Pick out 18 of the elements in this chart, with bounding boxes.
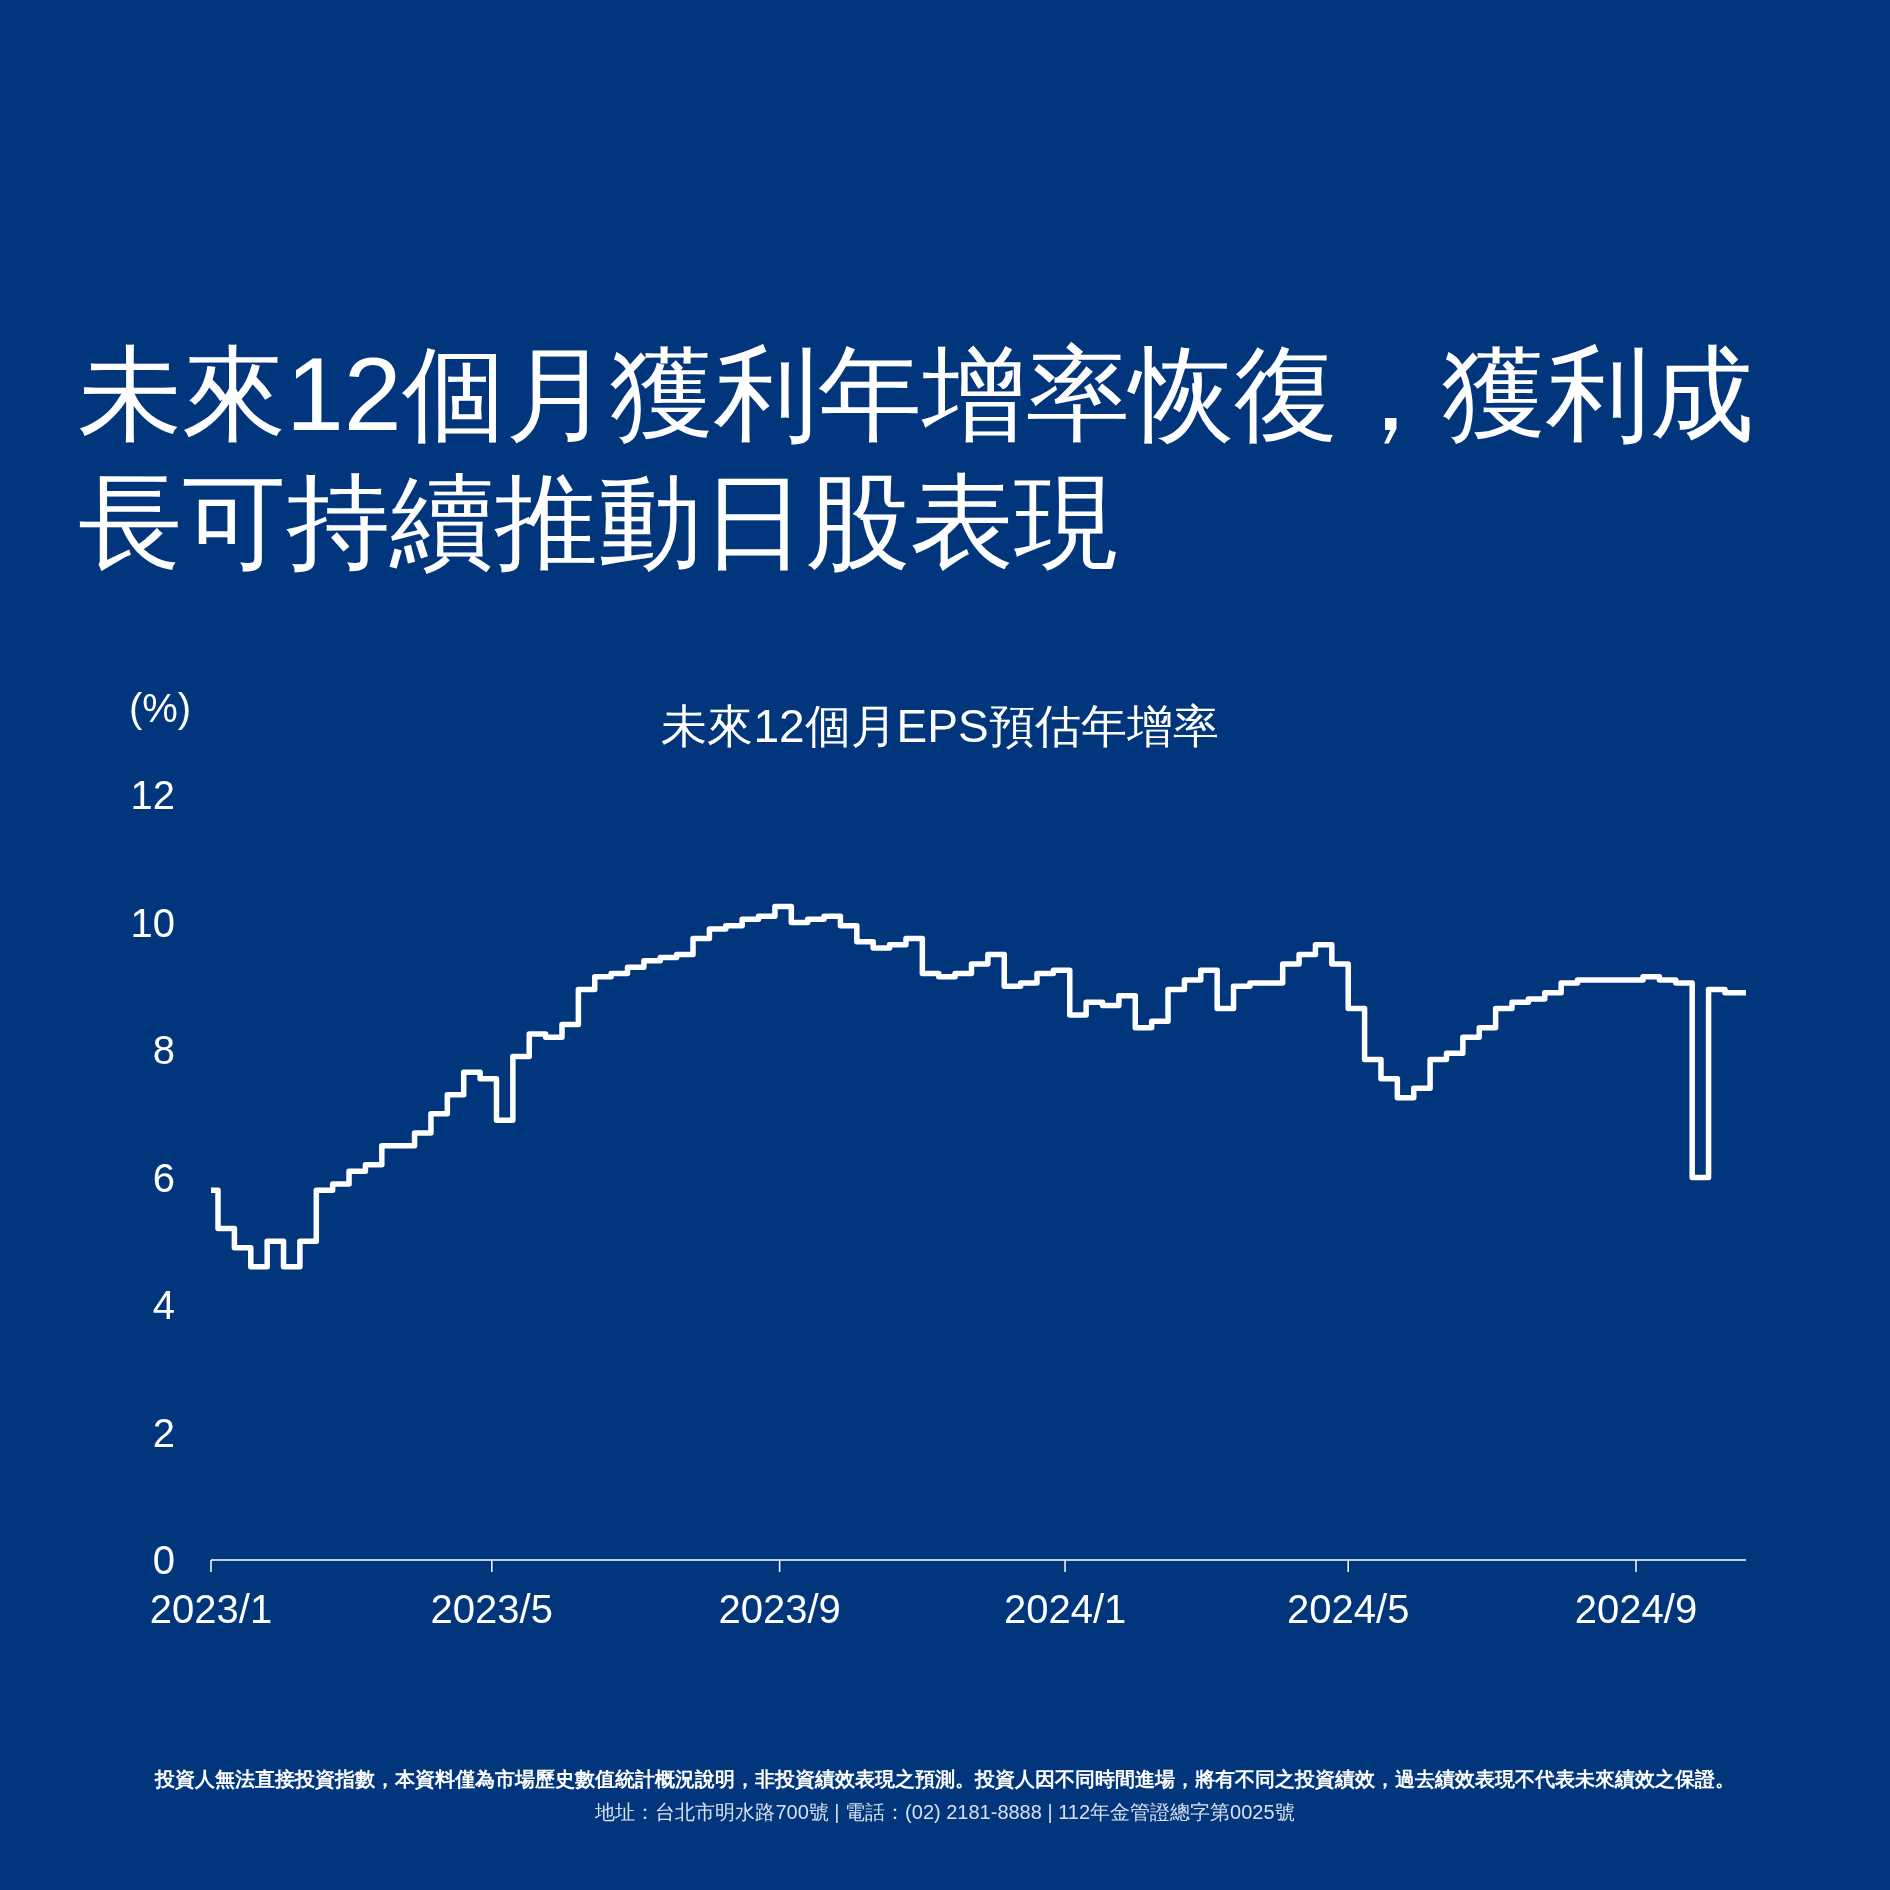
y-tick-label: 12 [130, 773, 175, 817]
y-tick-label: 10 [130, 900, 175, 945]
text: 投資人無法直接投資指數，本資料僅為市場歷史數值統計概況說明，非投資績效表現之預測。投資人因不同時間進場，將有不同之投資績效，過去績效表現不代表未來績效之保證。 [154, 1768, 1735, 1790]
y-tick-label: 2 [152, 1410, 175, 1455]
y-tick-label: 4 [152, 1283, 175, 1327]
x-tick-label: 2023/5 [430, 1587, 553, 1631]
x-tick-label: 2024/5 [1287, 1587, 1410, 1631]
text: 地址：台北市明水路700號 | 電話：(02) 2181-8888 | 112年金管證總字第0025號 [594, 1801, 1295, 1823]
y-axis-title: (%) [128, 686, 192, 730]
y-tick-label: 6 [152, 1155, 175, 1200]
chart-title: 未來12個月獲利年增率恢復，獲利成長可持續推動日股表現 [78, 336, 1754, 580]
x-tick-label: 2023/9 [718, 1587, 841, 1631]
x-tick-label: 2024/1 [1003, 1587, 1127, 1631]
x-tick-label: 2023/1 [149, 1587, 273, 1631]
y-tick-label: 0 [152, 1538, 175, 1582]
x-tick-label: 2024/9 [1574, 1587, 1698, 1631]
chart-subtitle: 未來12個月EPS預估年增率 [661, 700, 1219, 752]
y-tick-label: 8 [152, 1028, 175, 1072]
